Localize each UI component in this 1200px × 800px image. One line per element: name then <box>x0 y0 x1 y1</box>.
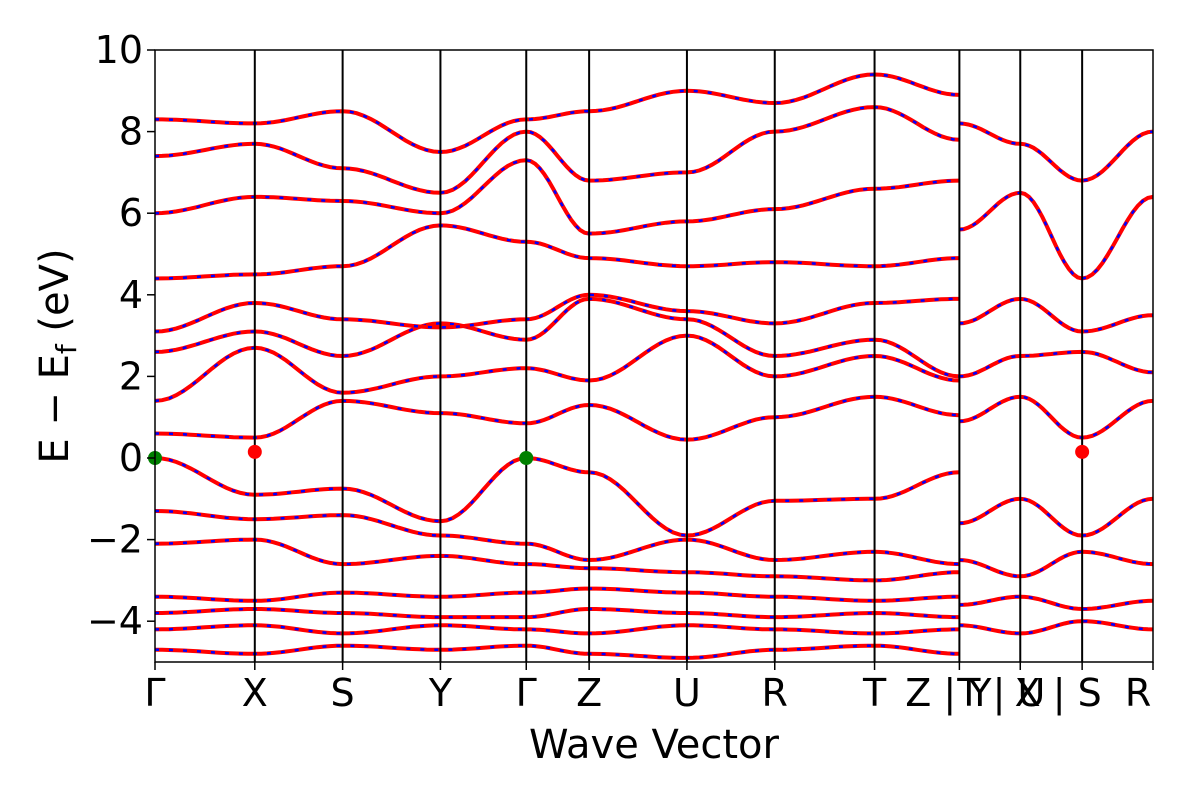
band-line-overlay <box>155 73 960 154</box>
band-line-overlay <box>155 293 960 333</box>
band-line <box>959 549 1153 579</box>
x-tick-label: R <box>762 671 788 715</box>
band-line <box>959 190 1153 281</box>
band-line <box>959 394 1153 440</box>
band-line-overlay <box>959 595 1153 611</box>
y-tick-label: −2 <box>87 518 143 562</box>
band-line <box>155 333 960 403</box>
x-tick-label: Z | Y <box>905 671 992 716</box>
y-axis-title-unit: (eV) <box>32 248 78 344</box>
band-line <box>959 619 1153 636</box>
high-symmetry-lines <box>253 50 1084 662</box>
band-line <box>155 292 960 334</box>
x-tick-label: Z <box>576 671 602 715</box>
band-line <box>155 296 960 379</box>
y-tick-label: 4 <box>119 273 143 317</box>
bands-layer <box>155 72 1153 660</box>
band-line <box>155 455 960 538</box>
y-axis-title-main: E − E <box>32 354 78 464</box>
x-tick-label: X | S <box>1015 671 1102 716</box>
x-tick-label: T | U <box>956 671 1045 716</box>
extremum-marker <box>247 444 262 459</box>
y-tick-label: 2 <box>119 354 143 398</box>
band-line-overlay <box>155 456 960 537</box>
y-tick-label: 6 <box>119 191 143 235</box>
band-line <box>959 296 1153 334</box>
y-tick-label: −4 <box>87 599 143 643</box>
band-line <box>959 496 1153 538</box>
band-line-overlay <box>959 297 1153 333</box>
y-tick-label: 0 <box>119 436 143 480</box>
x-tick-label: S <box>331 671 355 715</box>
extremum-marker <box>1075 444 1090 459</box>
band-line-overlay <box>959 350 1153 378</box>
x-tick-label: T <box>862 671 887 715</box>
x-tick-label: R <box>1125 671 1151 715</box>
band-line-overlay <box>959 395 1153 439</box>
band-line-overlay <box>959 619 1153 635</box>
plot-frame <box>154 49 1154 663</box>
band-line <box>155 537 960 583</box>
x-tick-label: Γ <box>516 671 537 715</box>
extrema-markers <box>148 444 1090 465</box>
band-line-overlay <box>155 607 960 619</box>
band-line <box>155 394 960 442</box>
y-tick-label: 10 <box>95 28 143 72</box>
band-line-overlay <box>959 191 1153 280</box>
band-line <box>155 158 960 236</box>
x-tick-label: X <box>242 671 268 715</box>
band-line <box>155 223 960 281</box>
band-line-overlay <box>959 122 1153 182</box>
band-line <box>959 594 1153 612</box>
band-line <box>155 509 960 567</box>
x-tick-label: U <box>673 671 701 715</box>
band-line <box>155 586 960 603</box>
x-tick-label: Y <box>428 671 453 715</box>
band-line-overlay <box>959 550 1153 578</box>
band-line <box>155 105 960 195</box>
x-axis-title: Wave Vector <box>529 722 780 768</box>
band-line-overlay <box>959 497 1153 537</box>
x-tick-label: Γ <box>144 671 165 715</box>
band-line-overlay <box>155 538 960 582</box>
extremum-marker <box>519 451 534 465</box>
band-line-overlay <box>155 158 960 235</box>
band-line <box>155 607 960 620</box>
band-line <box>155 643 960 660</box>
y-axis-title-subscript: f <box>50 343 83 354</box>
band-line-overlay <box>155 509 960 566</box>
y-axis-title: E − Ef (eV) <box>32 248 83 463</box>
band-line <box>959 349 1153 379</box>
y-tick-label: 8 <box>119 110 143 154</box>
band-line <box>155 623 960 636</box>
y-axis-ticks: −4 −2 0 2 4 6 8 10 <box>87 28 155 643</box>
band-line-overlay <box>155 224 960 280</box>
